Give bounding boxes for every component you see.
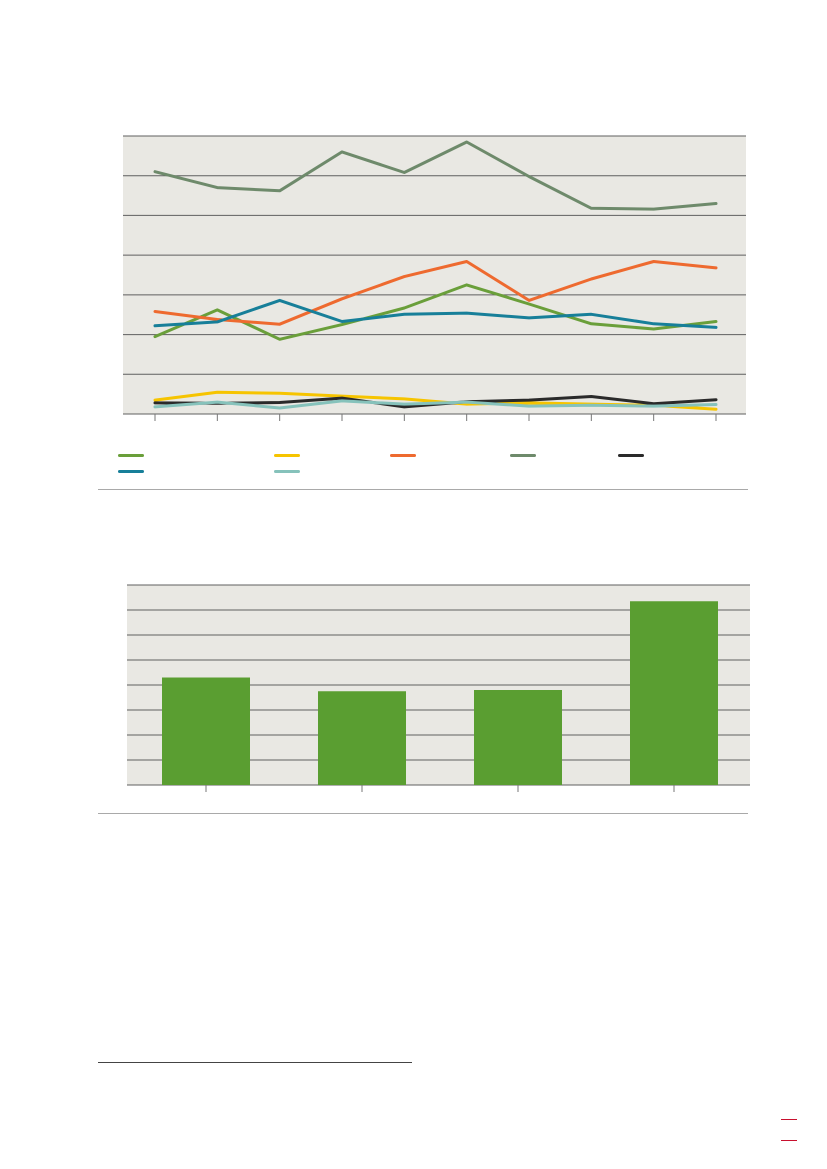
legend-swatch	[118, 454, 144, 457]
line-series-7	[153, 399, 718, 410]
line-chart-plot	[123, 135, 746, 421]
divider-2	[98, 813, 748, 814]
bar-1	[162, 677, 250, 785]
line-series-4	[153, 140, 718, 211]
legend-swatch	[274, 470, 300, 473]
line-series-1	[153, 283, 718, 341]
bar-chart-plot	[127, 584, 750, 792]
line-series-6	[153, 298, 718, 329]
legend-swatch	[390, 454, 416, 457]
legend-swatch	[510, 454, 536, 457]
line-plot-background	[123, 136, 746, 414]
line-series-3	[153, 260, 718, 326]
footnote-divider	[98, 1062, 412, 1063]
bar-3	[474, 690, 562, 785]
legend-swatch	[118, 470, 144, 473]
page-mark-top	[781, 1119, 797, 1120]
legend-swatch	[618, 454, 644, 457]
bar-2	[318, 691, 406, 785]
divider-1	[98, 489, 748, 490]
page-mark-bottom	[781, 1140, 797, 1141]
legend-swatch	[274, 454, 300, 457]
bar-4	[630, 601, 718, 785]
